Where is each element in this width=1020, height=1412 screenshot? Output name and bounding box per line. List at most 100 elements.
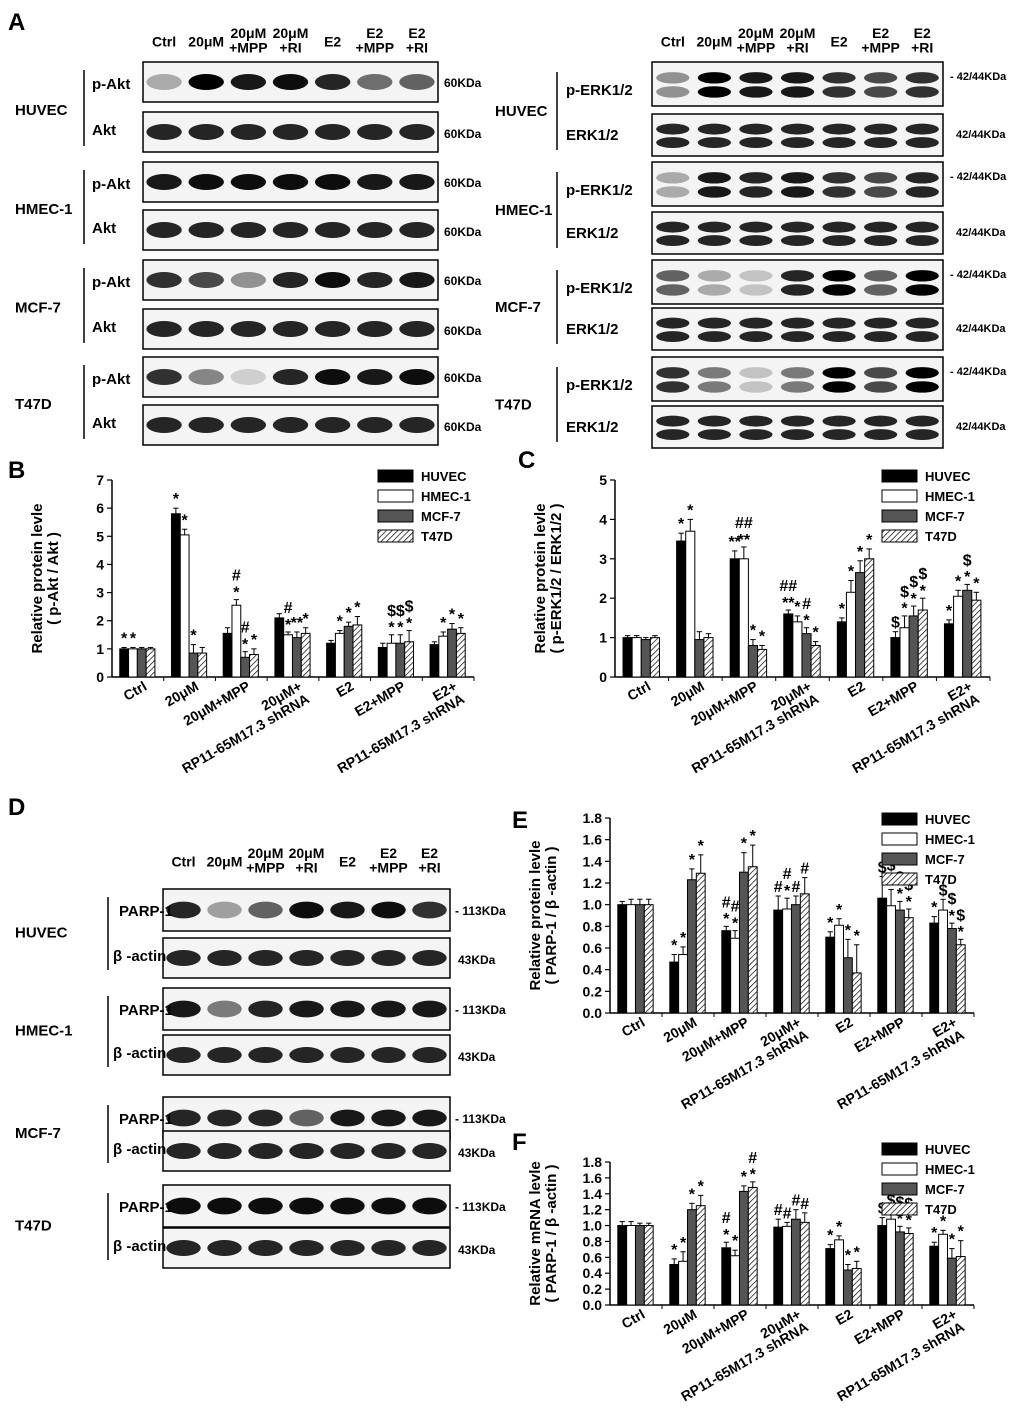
blot-band xyxy=(697,367,731,379)
blot-band xyxy=(314,222,351,238)
bar-huvec xyxy=(877,897,888,1014)
blot-band xyxy=(248,1143,283,1159)
blot-band xyxy=(188,417,224,433)
bar-mcf-7 xyxy=(395,642,406,678)
lane-label: E2 +RI xyxy=(406,25,428,56)
bar-t47d xyxy=(810,644,821,678)
lane-label: E2 +MPP xyxy=(369,845,408,876)
significance-mark: * xyxy=(698,1178,705,1195)
significance-mark: * xyxy=(678,516,685,533)
blot-band xyxy=(330,1197,365,1215)
blot-band xyxy=(289,1000,324,1018)
significance-mark: * xyxy=(449,607,456,624)
blot-band xyxy=(697,331,731,343)
blot-band xyxy=(272,124,309,140)
y-tick-label: 2 xyxy=(96,613,104,629)
bar-huvec xyxy=(836,621,847,678)
bar-huvec xyxy=(825,936,836,1014)
legend-label: T47D xyxy=(925,1202,957,1217)
bar-mcf-7 xyxy=(894,1231,905,1306)
blot-band xyxy=(905,381,939,393)
bar-mcf-7 xyxy=(291,637,302,678)
significance-mark: * xyxy=(827,915,834,932)
blot-band xyxy=(739,429,773,441)
bar-huvec xyxy=(773,909,784,1014)
blot-erk xyxy=(651,405,944,449)
protein-label: p-Akt xyxy=(92,274,130,291)
y-tick-label: 2 xyxy=(599,590,607,606)
blot-band xyxy=(697,137,731,149)
size-label: 60KDa xyxy=(444,420,482,434)
blot-band xyxy=(822,331,856,343)
blot-band xyxy=(697,429,731,441)
blot-band xyxy=(357,417,393,433)
blot-band xyxy=(905,367,939,379)
blot-band xyxy=(371,1000,406,1018)
lane-label: E2 +MPP xyxy=(356,25,395,56)
bar-huvec xyxy=(119,648,130,678)
protein-label: Akt xyxy=(92,122,116,139)
protein-label: β -actin xyxy=(113,1141,166,1158)
y-tick-label: 0.0 xyxy=(583,1005,603,1021)
blot-band xyxy=(864,415,898,427)
bar-huvec xyxy=(669,1263,680,1306)
blot-band xyxy=(780,235,815,247)
chart-F: 0.00.20.40.60.81.01.21.41.61.8 Relative m… xyxy=(527,1142,975,1404)
blot-band xyxy=(864,331,898,343)
significance-mark: * xyxy=(190,628,197,645)
blot-band xyxy=(656,270,690,282)
protein-label: Akt xyxy=(92,415,116,432)
bar-t47d xyxy=(249,653,259,678)
blot-band xyxy=(822,429,856,441)
blot-band xyxy=(697,86,731,98)
significance-mark: * xyxy=(440,615,447,632)
bar-huvec xyxy=(877,1225,888,1306)
significance-mark: $* xyxy=(956,907,965,941)
bar-huvec xyxy=(676,540,687,678)
blot-band xyxy=(739,137,773,149)
protein-label: β -actin xyxy=(113,1045,166,1062)
panel-letter-a: A xyxy=(8,9,25,36)
bar-huvec xyxy=(825,1248,836,1306)
blot-band xyxy=(166,1000,201,1018)
blot-band xyxy=(780,367,815,379)
legend-label: MCF-7 xyxy=(925,852,965,867)
blot-band xyxy=(656,72,690,84)
legend-label: HMEC-1 xyxy=(925,832,975,847)
blot-band xyxy=(412,950,447,966)
blot-band xyxy=(371,1143,406,1159)
blot-band xyxy=(780,186,815,198)
significance-mark: * xyxy=(836,902,843,919)
lane-label: E2 +RI xyxy=(418,845,440,876)
blot-band xyxy=(739,123,773,135)
y-tick-label: 6 xyxy=(96,500,104,516)
blot-band xyxy=(357,222,393,238)
legend-swatch xyxy=(881,852,918,866)
bar-mcf-7 xyxy=(343,625,354,678)
bar-t47d xyxy=(703,637,714,678)
legend-label: T47D xyxy=(421,529,453,544)
size-label: - 42/44KDa xyxy=(950,269,1007,281)
significance-mark: * xyxy=(354,599,361,616)
x-category-label: E2 xyxy=(833,1014,856,1037)
y-tick-label: 0.2 xyxy=(583,983,603,999)
significance-mark: ## ** xyxy=(779,578,797,612)
legend-swatch xyxy=(881,489,918,503)
blot-band xyxy=(230,272,267,288)
y-tick-label: 1.6 xyxy=(583,832,603,848)
x-category-label: 20μM xyxy=(162,678,201,710)
lane-label: E2 xyxy=(339,853,356,869)
significance-mark: # xyxy=(791,1193,800,1210)
blot-band xyxy=(656,221,690,233)
blot-band xyxy=(739,86,773,98)
blot-band xyxy=(207,1047,242,1063)
significance-mark: * xyxy=(687,502,694,519)
y-tick-label: 1 xyxy=(599,630,607,646)
blot-band xyxy=(272,174,309,190)
blot-band xyxy=(248,1047,283,1063)
bar-hmec-1 xyxy=(730,937,740,1014)
blot-band xyxy=(146,174,182,190)
blot-band xyxy=(864,123,898,135)
legend-label: HMEC-1 xyxy=(925,489,975,504)
significance-mark: # xyxy=(800,1196,809,1213)
